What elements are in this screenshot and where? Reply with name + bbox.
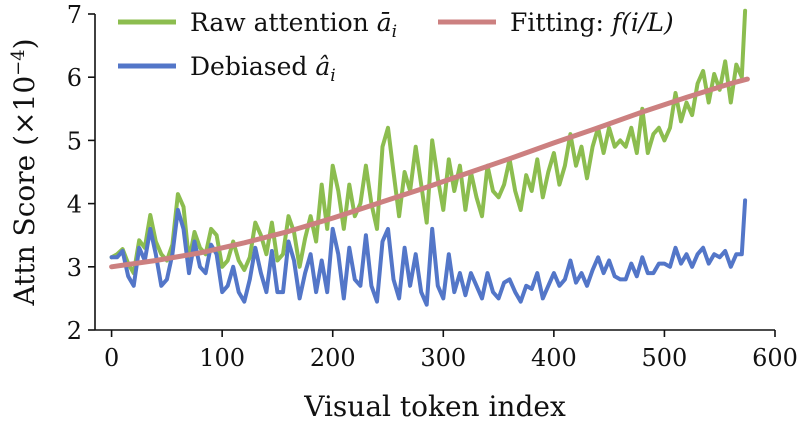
- y-tick-label: 6: [67, 64, 82, 92]
- y-axis-title: Attn Score (×10−4): [8, 38, 41, 306]
- y-tick-label: 2: [67, 317, 82, 345]
- legend-label-fitting: Fitting: f(i/L): [510, 8, 674, 37]
- legend-item-fitting: Fitting: f(i/L): [438, 8, 674, 37]
- x-tick-label: 0: [104, 344, 119, 372]
- x-tick-label: 500: [642, 344, 688, 372]
- x-axis-title: Visual token index: [303, 390, 566, 421]
- y-tick-label: 4: [67, 191, 82, 219]
- plot-area: 2 3 4 5 6 7 0 100 200 300 400 500 600: [67, 1, 797, 372]
- series-line-raw: [109, 8, 748, 276]
- legend-label-raw: Raw attention āi: [190, 8, 397, 42]
- series-layer: [109, 8, 750, 307]
- series-line-debiased: [109, 198, 748, 307]
- x-tick-label: 600: [752, 344, 797, 372]
- legend-label-debiased: Debiased âi: [190, 52, 336, 86]
- x-tick-label: 300: [420, 344, 466, 372]
- x-tick-label: 100: [199, 344, 245, 372]
- y-axis-title-close: ): [8, 38, 41, 49]
- y-axis-title-exponent: −4: [8, 49, 29, 76]
- y-tick-label: 7: [67, 1, 82, 29]
- y-tick-label: 3: [67, 254, 82, 282]
- x-axis-ticks: 0 100 200 300 400 500 600: [104, 330, 797, 372]
- legend: Raw attention āi Debiased âi Fitting: f(…: [118, 8, 674, 86]
- x-tick-label: 400: [531, 344, 577, 372]
- x-tick-label: 200: [310, 344, 356, 372]
- y-axis-ticks: 2 3 4 5 6 7: [67, 1, 95, 345]
- y-tick-label: 5: [67, 127, 82, 155]
- series-line-fitting: [109, 76, 750, 270]
- legend-item-raw: Raw attention āi: [118, 8, 397, 42]
- legend-item-debiased: Debiased âi: [118, 52, 336, 86]
- y-axis-title-main: Attn Score (×10: [8, 76, 41, 307]
